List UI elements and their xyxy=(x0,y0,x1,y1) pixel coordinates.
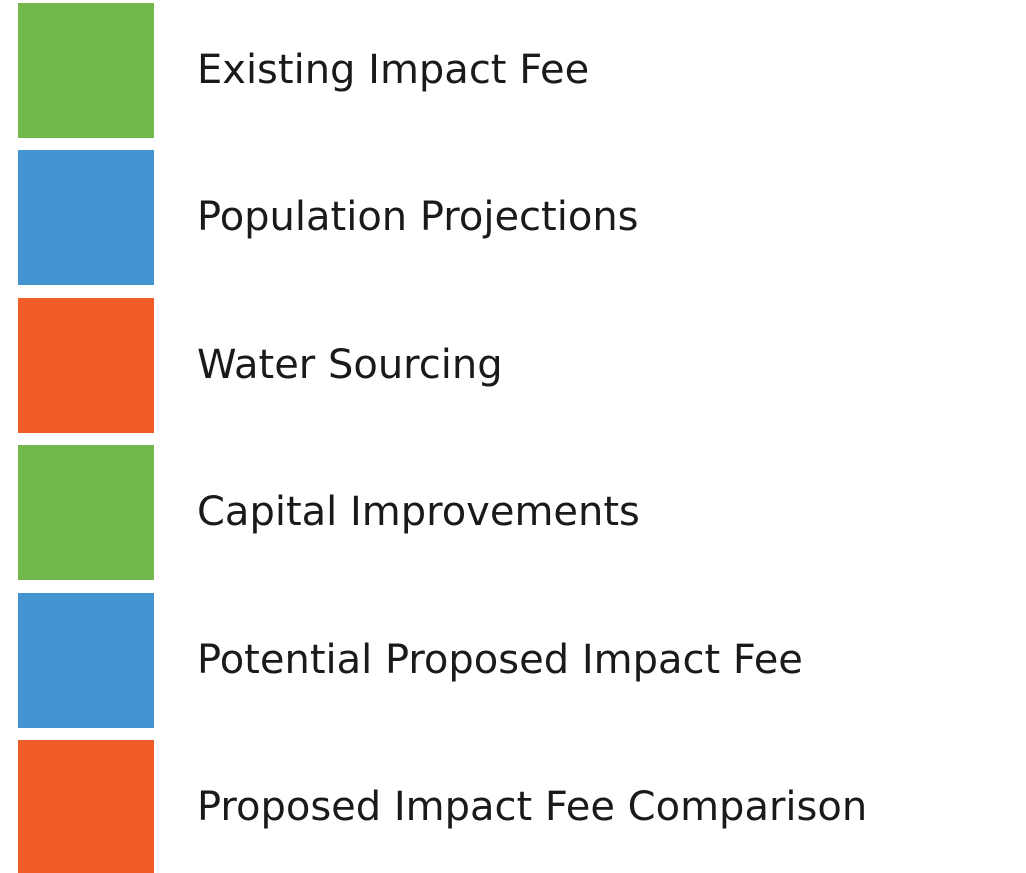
agenda-label: Existing Impact Fee xyxy=(197,47,590,93)
agenda-label: Capital Improvements xyxy=(197,489,640,536)
agenda-label: Population Projections xyxy=(197,194,639,241)
agenda-label: Potential Proposed Impact Fee xyxy=(197,636,803,683)
color-block xyxy=(18,592,154,728)
color-block xyxy=(18,445,154,581)
agenda-item: Existing Impact Fee xyxy=(0,3,1026,138)
color-block xyxy=(18,740,154,873)
color-block xyxy=(18,150,154,286)
agenda-label: Proposed Impact Fee Comparison xyxy=(197,784,868,830)
color-block xyxy=(18,3,154,138)
agenda-item: Population Projections xyxy=(0,150,1026,286)
agenda-item: Proposed Impact Fee Comparison xyxy=(0,740,1026,873)
agenda-label: Water Sourcing xyxy=(197,341,503,388)
agenda-item: Water Sourcing xyxy=(0,297,1026,433)
color-block xyxy=(18,297,154,433)
agenda-item: Capital Improvements xyxy=(0,445,1026,581)
agenda-item: Potential Proposed Impact Fee xyxy=(0,592,1026,728)
